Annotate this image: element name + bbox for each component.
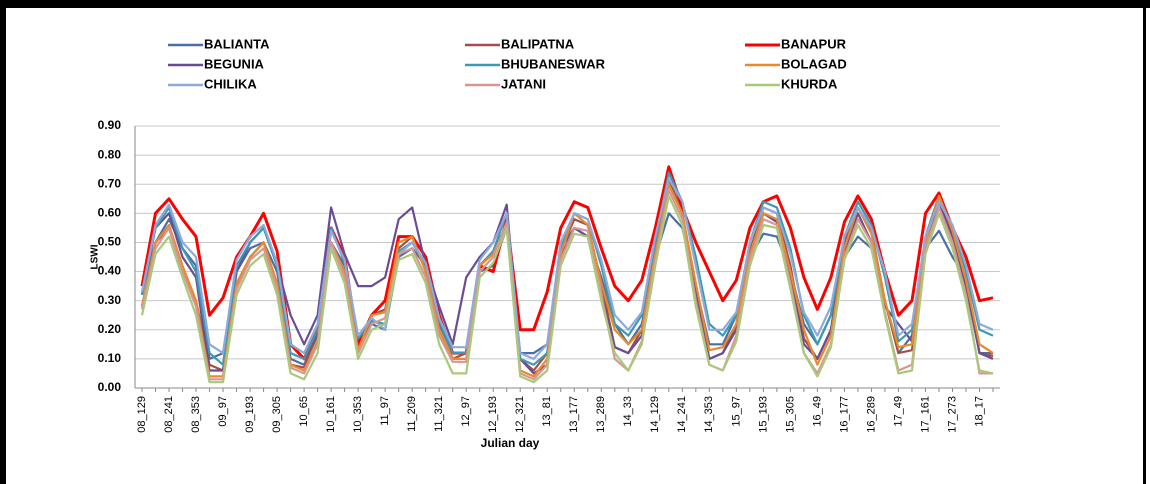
x-tick-label: 13_177: [568, 396, 580, 433]
x-tick-label: 13_289: [595, 396, 607, 433]
series-line: [140, 194, 994, 384]
y-tick-label: 0.70: [98, 176, 122, 190]
x-tick-label: 14_241: [676, 396, 688, 433]
x-tick-label: 09_305: [271, 396, 283, 433]
legend-label: CHILIKA: [204, 76, 257, 91]
legend-label: BALIPATNA: [501, 36, 575, 51]
x-tick-label: 11_209: [406, 396, 418, 432]
x-tick-label: 15_305: [784, 396, 796, 433]
y-tick-label: 0.90: [98, 118, 122, 132]
x-tick-label: 17_49: [892, 396, 904, 427]
legend-label: BHUBANESWAR: [501, 56, 606, 71]
x-tick-label: 12_97: [460, 396, 472, 427]
x-axis-label: Julian day: [481, 436, 540, 450]
x-tick-label: 08_241: [163, 396, 175, 433]
x-tick-label: 09_193: [244, 396, 256, 433]
x-tick-label: 15_193: [757, 396, 769, 433]
legend-label: BALIANTA: [204, 36, 270, 51]
legend-label: JATANI: [501, 76, 546, 91]
y-tick-label: 0.20: [98, 322, 122, 336]
frame-top: [0, 0, 1150, 8]
x-tick-label: 10_65: [298, 396, 310, 427]
x-tick-label: 11_97: [379, 396, 391, 426]
x-tick-label: 09_97: [217, 396, 229, 427]
x-tick-label: 15_97: [730, 396, 742, 427]
y-axis-label: LSWI: [90, 244, 101, 269]
x-tick-label: 14_353: [703, 396, 715, 433]
y-tick-label: 0.30: [98, 293, 122, 307]
legend-label: BEGUNIA: [204, 56, 265, 71]
x-tick-label: 14_33: [622, 396, 634, 427]
x-tick-label: 13_81: [541, 396, 553, 427]
x-tick-label: 12_321: [514, 396, 526, 433]
y-tick-label: 0.50: [98, 235, 122, 249]
y-tick-label: 0.80: [98, 147, 122, 161]
x-tick-label: 17_273: [946, 396, 958, 433]
x-tick-label: 12_193: [487, 396, 499, 433]
x-tick-label: 16_177: [838, 396, 850, 433]
y-tick-label: 0.60: [98, 206, 122, 220]
frame-left: [0, 0, 6, 484]
frame-right: [1143, 0, 1146, 484]
x-tick-label: 18_17: [973, 396, 985, 427]
x-tick-label: 14_129: [649, 396, 661, 433]
y-tick-label: 0.40: [98, 264, 122, 278]
legend-label: BOLAGAD: [781, 56, 847, 71]
x-tick-label: 08_353: [190, 396, 202, 433]
y-tick-label: 0.00: [98, 380, 122, 394]
x-tick-label: 16_289: [865, 396, 877, 433]
x-tick-label: 11_321: [433, 396, 445, 432]
x-tick-label: 08_129: [136, 396, 148, 433]
x-tick-label: 16_49: [811, 396, 823, 427]
legend-label: KHURDA: [781, 76, 838, 91]
x-tick-label: 10_161: [325, 396, 337, 433]
legend-label: BANAPUR: [781, 36, 847, 51]
x-tick-label: 17_161: [919, 396, 931, 433]
series-line: [140, 177, 994, 360]
y-tick-label: 0.10: [98, 351, 122, 365]
x-tick-label: 10_353: [352, 396, 364, 433]
